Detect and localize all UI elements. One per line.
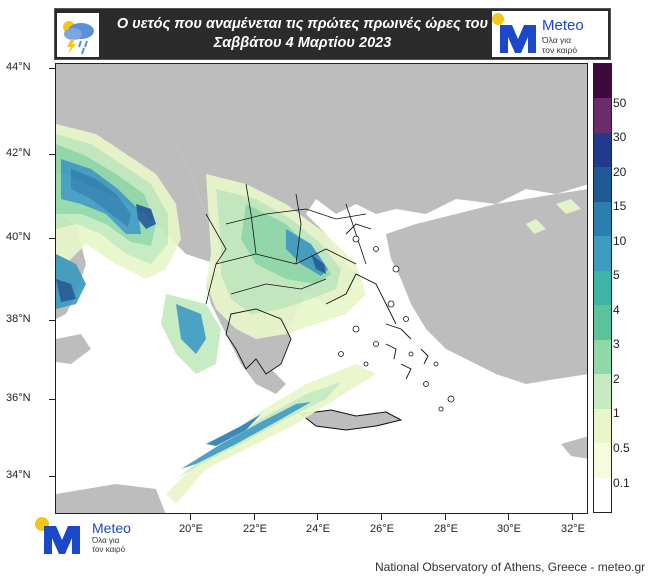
- land-cyprus: [561, 436, 587, 459]
- meteo-logo-icon: [492, 13, 536, 53]
- lat-label-40: 40°N: [6, 231, 31, 243]
- colorbar-label: 10: [613, 234, 627, 248]
- colorbar-label: 30: [613, 130, 627, 144]
- precip-colorbar: [593, 63, 612, 513]
- colorbar-segment: [594, 477, 611, 513]
- lat-label-42: 42°N: [6, 147, 31, 159]
- lon-label-22: 22°E: [243, 523, 267, 535]
- colorbar-segment: [594, 305, 611, 341]
- footer-tagline-2: τον καιρό: [92, 545, 126, 554]
- lon-label-32: 32°E: [561, 523, 585, 535]
- lat-tick: [49, 399, 55, 400]
- brand-logo-footer: Meteo Όλα για τον καιρό: [34, 516, 144, 556]
- brand-tagline: Όλα για τον καιρό: [542, 35, 577, 55]
- colorbar-label: 50: [613, 96, 627, 110]
- lon-tick: [445, 514, 446, 520]
- land-sicily: [56, 334, 91, 364]
- lat-label-34: 34°N: [6, 469, 31, 481]
- colorbar-label: 0.5: [613, 441, 630, 455]
- footer-credit: National Observatory of Athens, Greece -…: [375, 560, 646, 574]
- lat-label-36: 36°N: [6, 392, 31, 404]
- lat-tick: [49, 68, 55, 69]
- lon-label-26: 26°E: [370, 523, 394, 535]
- lon-tick: [572, 514, 573, 520]
- colorbar-label: 3: [613, 337, 620, 351]
- colorbar-segment: [594, 236, 611, 272]
- colorbar-label: 20: [613, 165, 627, 179]
- colorbar-segment: [594, 408, 611, 444]
- lat-tick: [49, 476, 55, 477]
- colorbar-label: 0.1: [613, 476, 630, 490]
- colorbar-segment: [594, 374, 611, 410]
- lon-tick: [508, 514, 509, 520]
- lon-tick: [381, 514, 382, 520]
- footer-brand-name: Meteo: [92, 520, 131, 536]
- title-line-2: Σαββάτου 4 Μαρτίου 2023: [213, 35, 392, 51]
- title-line-1: Ο υετός που αναμένεται τις πρώτες πρωινέ…: [116, 16, 489, 32]
- lon-tick: [254, 514, 255, 520]
- coastlines: [225, 223, 429, 380]
- land-crete: [299, 409, 403, 431]
- lon-tick: [317, 514, 318, 520]
- precipitation-layer: [56, 124, 581, 504]
- lat-tick: [49, 320, 55, 321]
- colorbar-label: 2: [613, 372, 620, 386]
- land-africa: [56, 484, 166, 513]
- meteo-logo-icon: [35, 517, 80, 554]
- brand-logo-header: Meteo Όλα για τον καιρό: [492, 11, 608, 57]
- brand-name: Meteo: [542, 17, 584, 34]
- country-borders: [205, 183, 367, 305]
- lon-label-30: 30°E: [497, 523, 521, 535]
- colorbar-label: 5: [613, 268, 620, 282]
- lat-label-38: 38°N: [6, 313, 31, 325]
- colorbar-segment: [594, 64, 611, 99]
- footer-brand-tagline: Όλα για τον καιρό: [92, 536, 125, 554]
- colorbar-segment: [594, 443, 611, 479]
- colorbar-label: 4: [613, 303, 620, 317]
- lat-tick: [49, 154, 55, 155]
- lat-label-44: 44°N: [6, 61, 31, 73]
- colorbar-segment: [594, 98, 611, 134]
- precipitation-map: [55, 63, 588, 514]
- map-canvas: [56, 64, 587, 513]
- colorbar-segment: [594, 270, 611, 306]
- brand-tagline-2: τον καιρό: [542, 45, 578, 55]
- colorbar-segment: [594, 201, 611, 237]
- rain-cloud-icon: [57, 13, 99, 57]
- lon-tick: [190, 514, 191, 520]
- brand-tagline-1: Όλα για: [542, 35, 572, 45]
- colorbar-segment: [594, 132, 611, 168]
- land-turkey: [386, 189, 587, 384]
- colorbar-label: 15: [613, 199, 627, 213]
- lat-tick: [49, 238, 55, 239]
- colorbar-segment: [594, 339, 611, 375]
- header-banner: Ο υετός που αναμένεται τις πρώτες πρωινέ…: [54, 8, 611, 60]
- footer-tagline-1: Όλα για: [92, 536, 120, 545]
- page-title: Ο υετός που αναμένεται τις πρώτες πρωινέ…: [115, 15, 490, 53]
- aegean-islands: [338, 235, 455, 412]
- lon-label-20: 20°E: [179, 523, 203, 535]
- lon-label-28: 28°E: [434, 523, 458, 535]
- colorbar-label: 1: [613, 406, 620, 420]
- lon-label-24: 24°E: [306, 523, 330, 535]
- colorbar-segment: [594, 167, 611, 203]
